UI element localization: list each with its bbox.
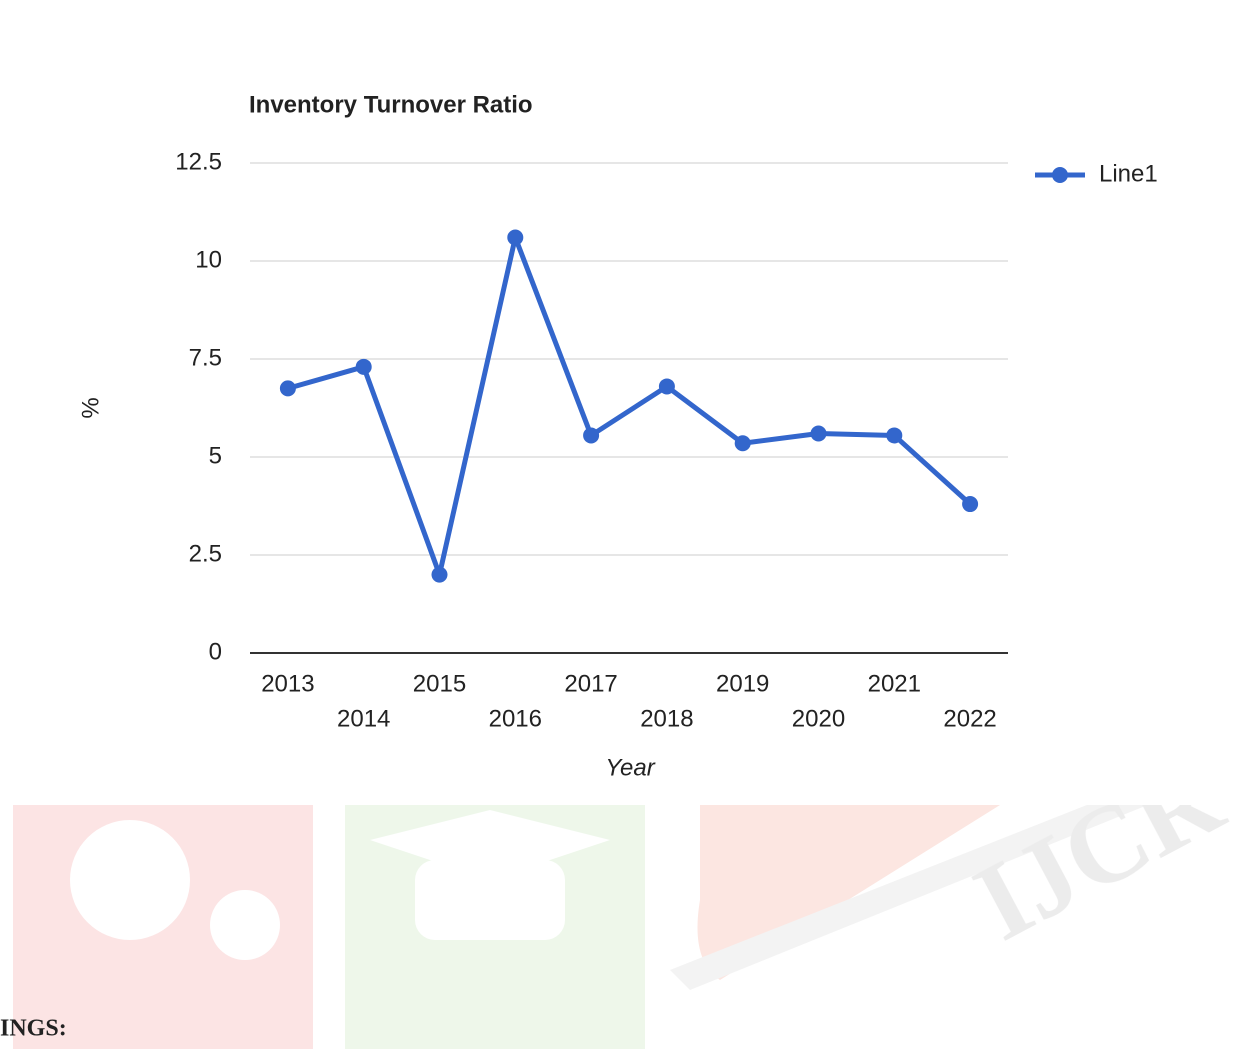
x-tick-label: 2022	[943, 705, 996, 732]
point	[507, 229, 524, 246]
line	[287, 234, 972, 578]
legend-marker	[1052, 167, 1068, 183]
x-tick-label: 2015	[413, 670, 466, 697]
x-tick-label: 2017	[564, 670, 617, 697]
x-tick-label: 2016	[489, 705, 542, 732]
point	[810, 425, 827, 442]
point	[583, 427, 600, 444]
legend-label: Line1	[1099, 160, 1158, 187]
x-axis-label: Year	[605, 754, 655, 781]
point	[734, 435, 751, 452]
chart-title: Inventory Turnover Ratio	[249, 91, 533, 118]
y-tick-label: 10	[195, 246, 222, 273]
y-tick-label: 5	[209, 442, 222, 469]
y-tick-label: 2.5	[189, 540, 222, 567]
x-tick-label: 2018	[640, 705, 693, 732]
x-tick-label: 2013	[261, 670, 314, 697]
point	[355, 358, 372, 375]
x-tick-label: 2021	[868, 670, 921, 697]
y-tick-label: 0	[209, 638, 222, 665]
x-tick-label: 2020	[792, 705, 845, 732]
point	[962, 496, 979, 513]
point	[886, 427, 903, 444]
page-text: INGS:	[0, 1016, 67, 1042]
chart-panel	[13, 0, 1235, 805]
point	[431, 566, 448, 583]
point	[279, 380, 296, 397]
y-tick-label: 7.5	[189, 344, 222, 371]
x-tick-label: 2019	[716, 670, 769, 697]
y-tick-label: 12.5	[175, 148, 222, 175]
y-axis-label: %	[77, 397, 104, 418]
point	[658, 378, 675, 395]
x-tick-label: 2014	[337, 705, 390, 732]
